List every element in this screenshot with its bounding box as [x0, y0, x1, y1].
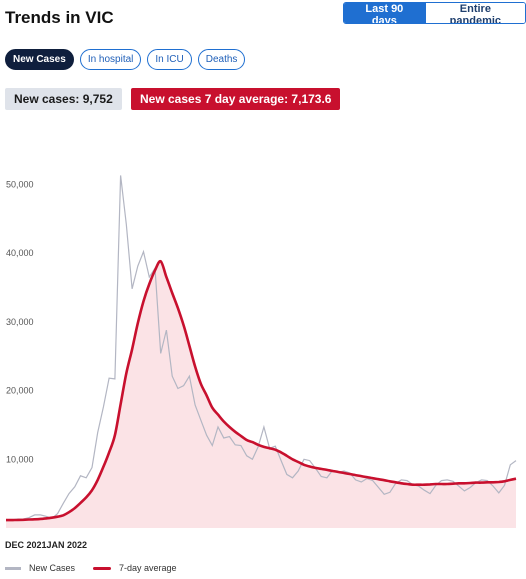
tab-in-hospital[interactable]: In hospital: [79, 49, 142, 70]
y-tick-label: 10,000: [6, 454, 34, 464]
series-line-7-day-average: [6, 259, 517, 522]
seven-day-average-badge: New cases 7 day average: 7,173.6: [131, 88, 341, 110]
legend-item-7-day-average: 7-day average: [93, 563, 177, 573]
y-axis: 10,000 20,000 30,000 40,000 50,000: [6, 179, 34, 464]
range-toggle: Last 90 days Entire pandemic: [343, 2, 526, 24]
x-tick-label-dec-2021: DEC 2021: [5, 540, 47, 550]
range-entire-pandemic-button[interactable]: Entire pandemic: [424, 3, 525, 23]
legend-swatch-7-day-average: [93, 566, 112, 570]
tab-deaths[interactable]: Deaths: [197, 49, 246, 70]
legend-label-new-cases: New Cases: [29, 563, 76, 573]
range-last-90-days-button[interactable]: Last 90 days: [344, 3, 425, 23]
y-tick-label: 40,000: [6, 248, 34, 258]
y-tick-label: 30,000: [6, 317, 34, 327]
new-cases-badge: New cases: 9,752: [5, 88, 122, 110]
page-title: Trends in VIC: [5, 8, 114, 27]
tab-new-cases[interactable]: New Cases: [5, 49, 74, 70]
metric-tabs: New Cases In hospital In ICU Deaths: [5, 49, 246, 70]
x-tick-label-jan-2022: JAN 2022: [46, 540, 88, 550]
y-tick-label: 20,000: [6, 386, 34, 396]
chart-legend: New Cases 7-day average: [5, 563, 195, 573]
average-area-fill: [6, 261, 516, 528]
x-axis: DEC 2021JAN 2022: [5, 540, 87, 550]
series-line-new-cases: [6, 175, 517, 521]
tab-in-icu[interactable]: In ICU: [147, 49, 192, 70]
cases-chart: 10,000 20,000 30,000 40,000 50,000: [6, 175, 517, 528]
y-tick-label: 50,000: [6, 179, 34, 189]
legend-label-7-day-average: 7-day average: [119, 563, 177, 573]
legend-item-new-cases: New Cases: [5, 563, 75, 573]
legend-swatch-new-cases: [5, 566, 21, 570]
